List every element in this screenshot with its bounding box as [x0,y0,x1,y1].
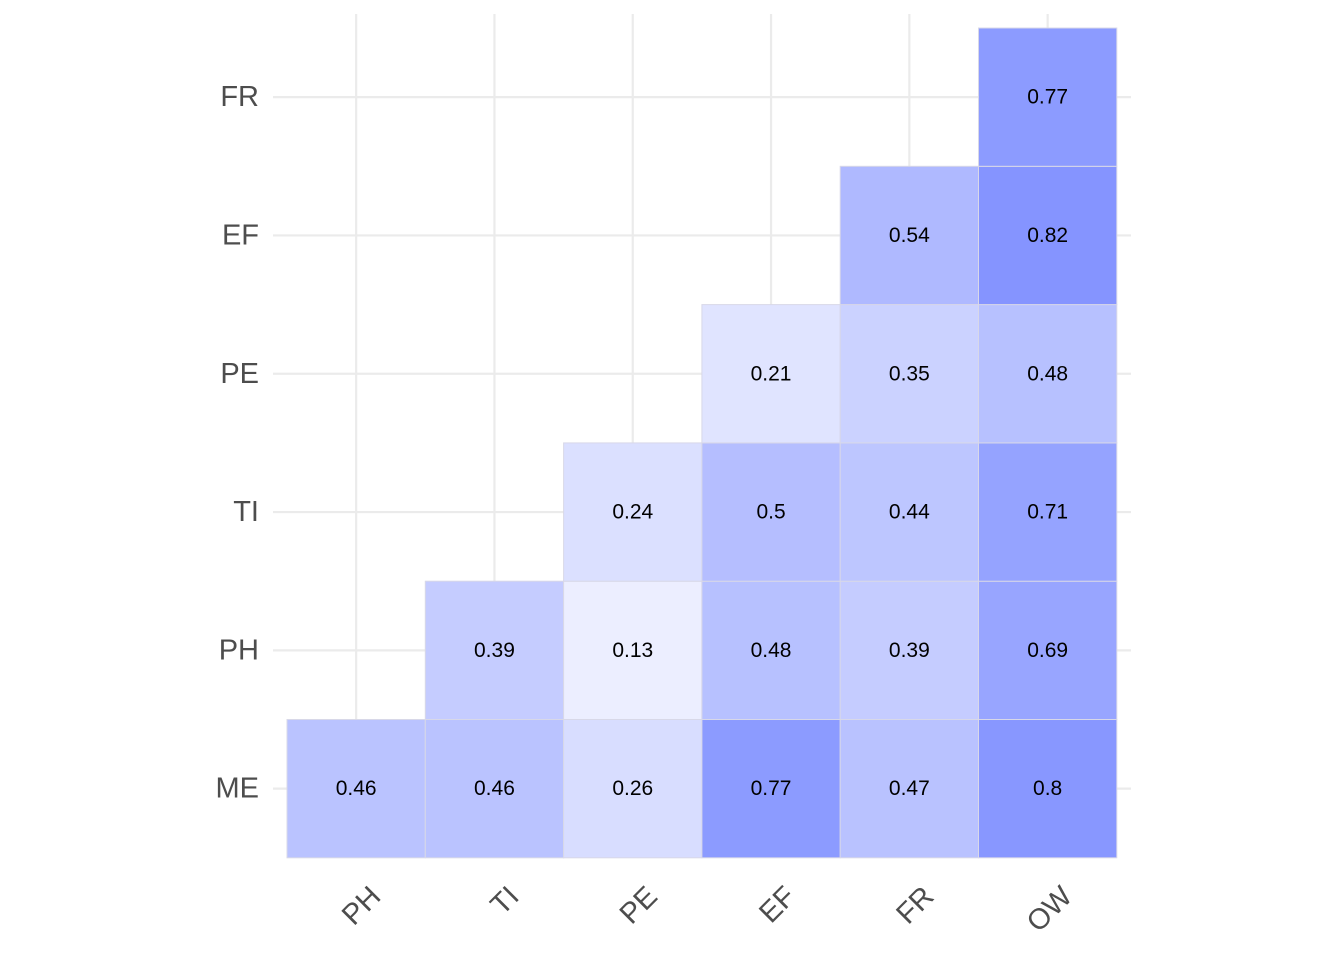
cell-value-label-fr-ti: 0.44 [889,501,930,524]
cell-value-label-ow-fr: 0.77 [1027,86,1068,109]
cell-value-label-pe-ti: 0.24 [612,501,653,524]
cell-value-label-pe-me: 0.26 [612,777,653,800]
cell-value-label-ow-ef: 0.82 [1027,224,1068,247]
cell-value-label-ti-ph: 0.39 [474,639,515,662]
cell-value-label-fr-ef: 0.54 [889,224,930,247]
heatmap-cell-ef-ti [701,442,841,582]
x-tick-label-pe: PE [614,880,664,930]
x-tick-label-ti: TI [485,880,526,921]
heatmap-cell-fr-ph [839,580,980,721]
heatmap-cell-pe-ti [563,442,703,582]
y-axis-labels: ME PH TI PE EF FR [216,81,260,805]
heatmap-cell-ti-ph [424,580,565,721]
cell-value-label-fr-me: 0.47 [889,777,930,800]
heatmap-cell-fr-pe [839,304,980,444]
heatmap-cell-ow-pe [978,304,1118,444]
cell-value-label-fr-pe: 0.35 [889,362,930,385]
x-tick-label-ef: EF [753,880,802,929]
cell-value-label-ti-me: 0.46 [474,777,515,800]
cell-value-label-ef-ph: 0.48 [751,639,792,662]
cell-value-label-pe-ph: 0.13 [612,639,653,662]
cell-value-label-ef-me: 0.77 [751,777,792,800]
cell-value-label-ow-ti: 0.71 [1027,501,1068,524]
cell-value-label-ow-me: 0.8 [1033,777,1062,800]
heatmap-cell-ow-ph [978,580,1118,721]
heatmap-cell-fr-ti [839,442,980,582]
cell-value-label-ow-ph: 0.69 [1027,639,1068,662]
cell-value-label-ow-pe: 0.48 [1027,362,1068,385]
heatmap-cell-ow-ef [978,165,1118,306]
cell-value-label-ef-pe: 0.21 [751,362,792,385]
heatmap-cell-fr-me [839,719,980,859]
heatmap-cell-pe-ph [563,580,703,721]
x-tick-label-ow: OW [1021,880,1079,938]
y-tick-label-ti: TI [233,496,259,528]
heatmap-cell-ow-me [978,719,1118,859]
heatmap-cell-fr-ef [839,165,980,306]
y-tick-label-pe: PE [220,358,259,390]
cell-value-label-fr-ph: 0.39 [889,639,930,662]
heatmap-cell-ti-me [424,719,565,859]
y-tick-label-ef: EF [222,219,259,251]
cell-value-labels: 0.46 0.46 0.26 0.77 0.47 0.8 0.39 0.13 0.48 0.39 0… [336,86,1068,801]
heatmap-cell-ph-me [286,719,426,859]
y-tick-label-fr: FR [220,81,259,113]
x-axis-labels: PH TI PE EF FR OW [336,880,1079,938]
heatmap-cell-ef-pe [701,304,841,444]
y-tick-label-me: ME [216,773,260,805]
heatmap-cell-ow-ti [978,442,1118,582]
cell-value-label-ef-ti: 0.5 [756,501,785,524]
y-tick-label-ph: PH [219,634,259,666]
heatmap-cells [286,27,1118,859]
x-tick-label-fr: FR [890,880,940,930]
cell-value-label-ph-me: 0.46 [336,777,377,800]
heatmap-cell-ow-fr [978,27,1118,167]
x-tick-label-ph: PH [336,880,387,931]
